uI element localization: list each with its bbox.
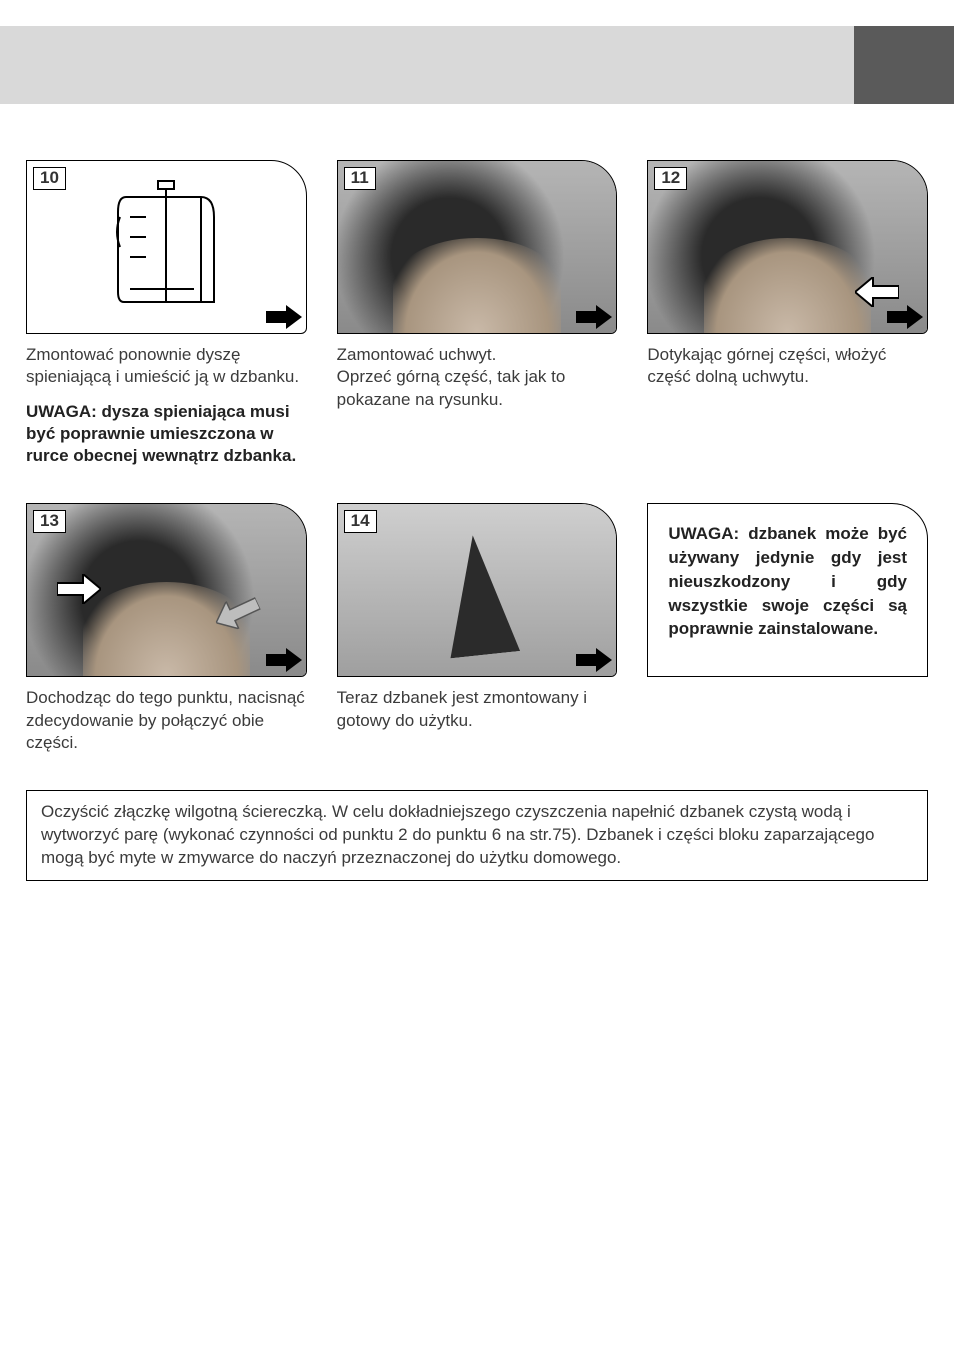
warning-box: UWAGA: dzbanek może być używany jedynie …: [647, 503, 928, 677]
step-14-figure: 14: [337, 503, 618, 677]
arrow-right-icon: [576, 305, 612, 329]
arrow-right-icon: [266, 305, 302, 329]
step-row-2: 13 Dochodząc do tego punktu, nacisnąć zd…: [26, 503, 928, 754]
step-11-figure: 11: [337, 160, 618, 334]
step-12-figure: 12: [647, 160, 928, 334]
step-10-warning: UWAGA: dysza spieniająca musi być popraw…: [26, 401, 307, 467]
arrow-outline-left-icon: [855, 277, 899, 307]
step-12: 12 Dotykając górnej części, włożyć część…: [647, 160, 928, 467]
header-band: [0, 26, 954, 104]
photo-placeholder-icon: [338, 504, 617, 676]
step-13-caption: Dochodząc do tego punktu, nacisnąć zdecy…: [26, 687, 307, 754]
page-content: 10 Zmon: [26, 160, 928, 881]
jug-line-diagram-icon: [106, 177, 226, 317]
arrow-right-icon: [576, 648, 612, 672]
step-row-1: 10 Zmon: [26, 160, 928, 467]
photo-placeholder-icon: [648, 161, 927, 333]
step-12-caption: Dotykając górnej części, włożyć część do…: [647, 344, 928, 389]
step-10-figure: 10: [26, 160, 307, 334]
step-number: 14: [344, 510, 377, 533]
step-11-caption: Zamontować uchwyt. Oprzeć górną część, t…: [337, 344, 618, 411]
arrow-right-icon: [266, 648, 302, 672]
step-13: 13 Dochodząc do tego punktu, nacisnąć zd…: [26, 503, 307, 754]
step-number: 11: [344, 167, 376, 190]
header-tab: [854, 26, 954, 104]
step-number: 12: [654, 167, 687, 190]
step-14: 14 Teraz dzbanek jest zmontowany i gotow…: [337, 503, 618, 754]
arrow-outline-right-icon: [57, 574, 101, 604]
cleaning-instructions-box: Oczyścić złączkę wilgotną ściereczką. W …: [26, 790, 928, 881]
step-14-caption: Teraz dzbanek jest zmontowany i gotowy d…: [337, 687, 618, 732]
warning-cell: UWAGA: dzbanek może być używany jedynie …: [647, 503, 928, 754]
step-10: 10 Zmon: [26, 160, 307, 467]
step-number: 10: [33, 167, 66, 190]
step-11: 11 Zamontować uchwyt. Oprzeć górną część…: [337, 160, 618, 467]
step-13-figure: 13: [26, 503, 307, 677]
step-number: 13: [33, 510, 66, 533]
step-10-caption: Zmontować ponownie dyszę spieniającą i u…: [26, 344, 307, 389]
photo-placeholder-icon: [338, 161, 617, 333]
arrow-right-icon: [887, 305, 923, 329]
